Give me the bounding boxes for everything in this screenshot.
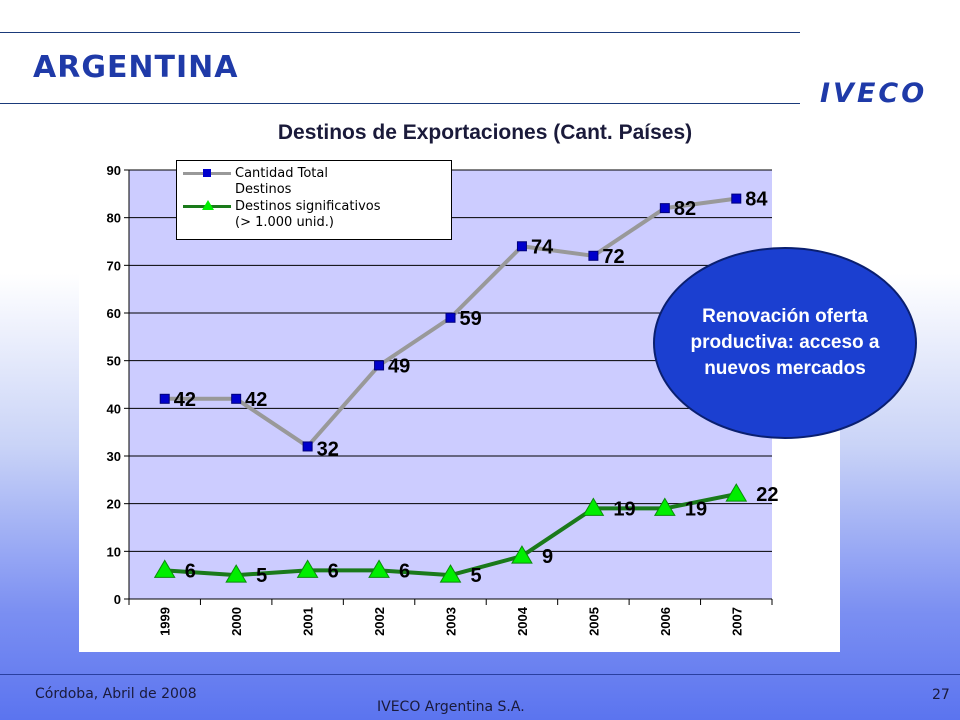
data-point-total xyxy=(231,393,242,404)
footer-company: IVECO Argentina S.A. xyxy=(377,699,525,715)
data-point-significant xyxy=(153,559,176,578)
callout-bubble: Renovación oferta productiva: acceso a n… xyxy=(653,247,917,439)
data-point-significant xyxy=(653,497,676,516)
y-tick-label: 60 xyxy=(107,306,121,321)
data-label-total: 72 xyxy=(602,246,624,268)
header-bottom-rule xyxy=(0,103,800,104)
data-label-total: 82 xyxy=(674,198,696,220)
data-point-total xyxy=(159,393,170,404)
y-tick-label: 30 xyxy=(107,449,121,464)
iveco-logo: IVECO xyxy=(820,78,928,109)
data-point-total xyxy=(588,250,599,261)
footer-rule xyxy=(0,674,960,675)
y-tick-label: 90 xyxy=(107,163,121,178)
data-label-significant: 5 xyxy=(256,565,267,587)
chart-title: Destinos de Exportaciones (Cant. Países) xyxy=(277,121,693,144)
plot-area xyxy=(129,170,772,599)
data-label-significant: 9 xyxy=(542,546,553,568)
x-tick-label: 2001 xyxy=(301,607,316,636)
header-top-rule xyxy=(0,32,800,33)
data-label-total: 42 xyxy=(245,389,267,411)
y-tick-label: 50 xyxy=(107,354,121,369)
data-point-total xyxy=(731,193,742,204)
data-label-significant: 22 xyxy=(756,484,778,506)
x-tick-label: 2002 xyxy=(372,607,387,636)
data-point-total xyxy=(302,441,313,452)
data-label-significant: 19 xyxy=(685,498,707,520)
legend-label-total: Cantidad Total Destinos xyxy=(235,166,328,197)
data-point-significant xyxy=(725,483,748,502)
footer-page-number: 27 xyxy=(932,687,950,703)
data-label-significant: 19 xyxy=(613,498,635,520)
x-tick-label: 2000 xyxy=(229,607,244,636)
x-tick-label: 2006 xyxy=(658,607,673,636)
data-label-significant: 6 xyxy=(328,560,339,582)
legend-triangle-marker-icon xyxy=(202,200,214,210)
data-point-significant xyxy=(296,559,319,578)
data-label-total: 84 xyxy=(745,189,768,211)
data-point-total xyxy=(659,203,670,214)
chart-legend: Cantidad Total Destinos Destinos signifi… xyxy=(176,160,452,240)
y-tick-label: 0 xyxy=(114,592,121,607)
data-label-significant: 6 xyxy=(185,560,196,582)
data-point-significant xyxy=(225,564,248,583)
legend-label-significant: Destinos significativos (> 1.000 unid.) xyxy=(235,199,381,230)
x-tick-label: 2003 xyxy=(444,607,459,636)
data-label-total: 49 xyxy=(388,355,410,377)
data-point-significant xyxy=(582,497,605,516)
y-tick-label: 40 xyxy=(107,401,121,416)
data-point-significant xyxy=(368,559,390,578)
data-label-total: 74 xyxy=(531,236,554,258)
data-point-significant xyxy=(511,545,533,564)
x-tick-label: 1999 xyxy=(158,607,173,636)
data-label-significant: 5 xyxy=(471,565,482,587)
data-point-total xyxy=(374,360,385,371)
data-label-total: 32 xyxy=(317,438,339,460)
callout-text: Renovación oferta productiva: acceso a n… xyxy=(690,306,880,379)
data-label-total: 42 xyxy=(174,389,196,411)
data-label-total: 59 xyxy=(460,308,482,330)
x-tick-label: 2005 xyxy=(586,607,601,636)
x-tick-label: 2007 xyxy=(729,607,744,636)
data-point-total xyxy=(516,241,527,252)
y-tick-label: 80 xyxy=(107,211,121,226)
data-point-significant xyxy=(439,564,462,583)
data-point-total xyxy=(445,312,456,323)
y-tick-label: 10 xyxy=(107,544,121,559)
data-label-significant: 6 xyxy=(399,560,410,582)
y-tick-label: 70 xyxy=(107,258,121,273)
x-tick-label: 2004 xyxy=(515,606,530,636)
y-tick-label: 20 xyxy=(107,497,121,512)
footer-place-date: Córdoba, Abril de 2008 xyxy=(35,686,197,702)
legend-square-marker-icon xyxy=(203,169,211,177)
page-title: ARGENTINA xyxy=(33,50,239,85)
